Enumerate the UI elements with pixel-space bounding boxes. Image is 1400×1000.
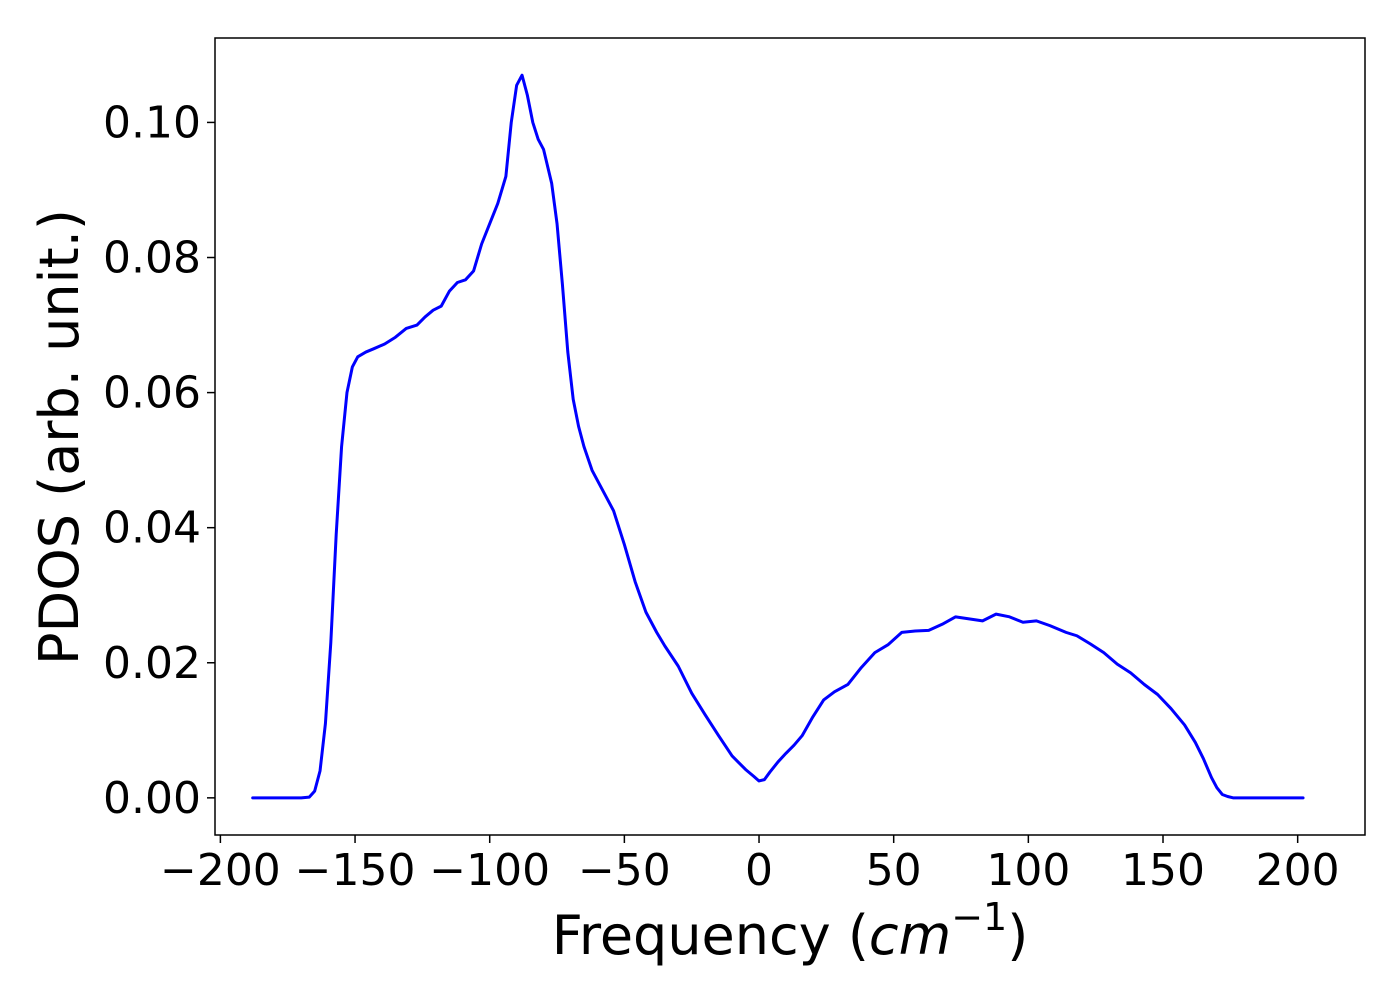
x-tick-label: 50 [866,845,922,896]
x-axis-unit-exponent: −1 [951,895,1007,939]
x-tick-label: −50 [578,845,671,896]
y-tick-label: 0.00 [103,773,201,824]
x-tick-label: 200 [1256,845,1340,896]
y-axis-label: PDOS (arb. unit.) [28,209,91,665]
x-tick-label: −150 [295,845,416,896]
x-axis-label-text: Frequency ( [552,904,869,967]
x-tick-label: −200 [160,845,281,896]
y-tick-label: 0.08 [103,233,201,284]
x-axis-label: Frequency (cm−1) [552,895,1029,967]
x-tick-label: 150 [1121,845,1205,896]
y-tick-label: 0.06 [103,368,201,419]
y-tick-label: 0.04 [103,503,201,554]
x-tick-label: 100 [986,845,1070,896]
series-line-0 [251,73,1305,800]
y-tick-label: 0.02 [103,638,201,689]
x-axis-ticks: −200 −150 −100 −50 0 50 100 150 200 [160,835,1340,896]
x-tick-label: 0 [745,845,773,896]
plot-frame [214,37,1366,836]
x-tick-label: −100 [429,845,550,896]
x-axis-label-close: ) [1007,904,1028,967]
y-tick-label: 0.10 [103,97,201,148]
series-layer [251,73,1305,800]
y-axis-ticks: 0.00 0.02 0.04 0.06 0.08 0.10 [103,97,215,824]
x-axis-unit: cm [869,904,951,967]
